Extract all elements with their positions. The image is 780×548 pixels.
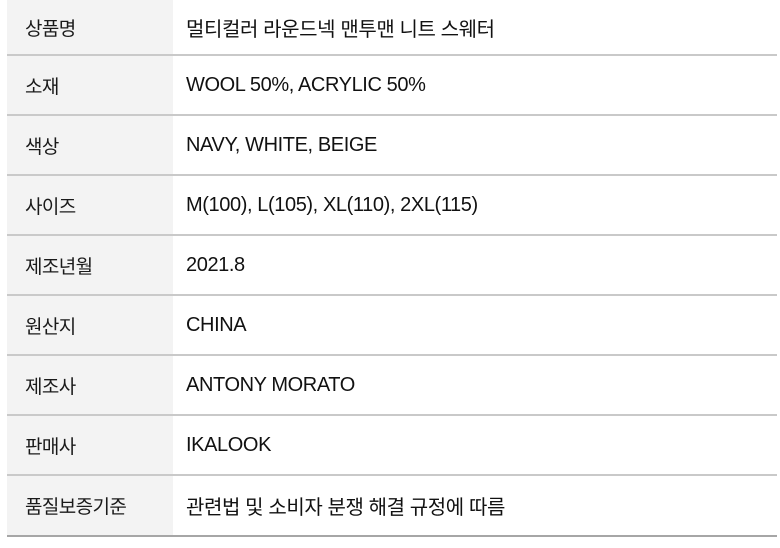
row-value: 멀티컬러 라운드넥 맨투맨 니트 스웨터 — [186, 18, 495, 41]
row-label: 소재 — [7, 56, 173, 114]
row-value: WOOL 50%, ACRYLIC 50% — [186, 73, 426, 96]
table-row-material: 소재 WOOL 50%, ACRYLIC 50% — [7, 56, 777, 116]
row-value: ANTONY MORATO — [186, 373, 355, 396]
row-value: M(100), L(105), XL(110), 2XL(115) — [186, 193, 478, 216]
table-row-size: 사이즈 M(100), L(105), XL(110), 2XL(115) — [7, 176, 777, 236]
table-row-quality-guarantee: 품질보증기준 관련법 및 소비자 분쟁 해결 규정에 따름 — [7, 476, 777, 537]
row-label: 제조사 — [7, 356, 173, 414]
row-value: CHINA — [186, 313, 247, 336]
row-value: 2021.8 — [186, 253, 245, 276]
row-value: IKALOOK — [186, 433, 272, 456]
table-row-product-name: 상품명 멀티컬러 라운드넥 맨투맨 니트 스웨터 — [7, 0, 777, 56]
table-row-origin: 원산지 CHINA — [7, 296, 777, 356]
table-row-manufacturer: 제조사 ANTONY MORATO — [7, 356, 777, 416]
row-label: 색상 — [7, 116, 173, 174]
product-spec-table: 상품명 멀티컬러 라운드넥 맨투맨 니트 스웨터 소재 WOOL 50%, AC… — [7, 0, 777, 537]
row-value: 관련법 및 소비자 분쟁 해결 규정에 따름 — [186, 497, 505, 519]
row-label: 품질보증기준 — [7, 476, 173, 535]
row-label: 사이즈 — [7, 176, 173, 234]
table-row-color: 색상 NAVY, WHITE, BEIGE — [7, 116, 777, 176]
row-value: NAVY, WHITE, BEIGE — [186, 133, 377, 156]
row-label: 원산지 — [7, 296, 173, 354]
row-label: 제조년월 — [7, 236, 173, 294]
table-row-seller: 판매사 IKALOOK — [7, 416, 777, 476]
row-label: 상품명 — [7, 0, 173, 54]
table-row-manufacture-date: 제조년월 2021.8 — [7, 236, 777, 296]
row-label: 판매사 — [7, 416, 173, 474]
